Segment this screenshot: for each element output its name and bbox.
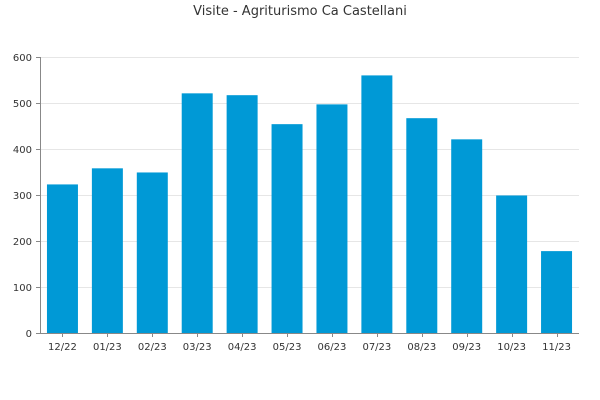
bar xyxy=(541,251,573,333)
y-tick-label: 100 xyxy=(13,283,32,294)
gridlines xyxy=(40,57,579,288)
x-tick-label: 05/23 xyxy=(273,342,302,353)
bar xyxy=(181,93,213,333)
chart-title: Visite - Agriturismo Ca Castellani xyxy=(193,4,407,19)
x-tick-label: 06/23 xyxy=(318,342,347,353)
bar xyxy=(451,139,483,333)
y-tick-label: 600 xyxy=(13,53,32,64)
bar xyxy=(46,184,78,333)
y-tick-label: 300 xyxy=(13,191,32,202)
bar xyxy=(91,168,123,333)
y-tick-label: 0 xyxy=(26,329,32,340)
x-tick-label: 09/23 xyxy=(452,342,481,353)
x-tick-label: 04/23 xyxy=(228,342,257,353)
y-tick-label: 500 xyxy=(13,99,32,110)
bar xyxy=(406,118,438,334)
x-tick-label: 02/23 xyxy=(138,342,167,353)
y-tick-label: 400 xyxy=(13,145,32,156)
axes xyxy=(36,57,579,337)
y-tick-label: 200 xyxy=(13,237,32,248)
x-tick-label: 08/23 xyxy=(407,342,436,353)
bar xyxy=(226,95,258,334)
x-tick-label: 03/23 xyxy=(183,342,212,353)
x-tick-label: 10/23 xyxy=(497,342,526,353)
x-tick-label: 07/23 xyxy=(362,342,391,353)
bars xyxy=(46,75,573,334)
x-tick-labels: 12/22 01/23 02/23 03/23 04/23 05/23 06/23 07/23… xyxy=(48,342,571,353)
x-tick-label: 01/23 xyxy=(93,342,122,353)
bar xyxy=(136,172,168,333)
bar xyxy=(316,104,348,333)
bar xyxy=(271,124,303,333)
y-tick-labels: 0 100 200 300 400 500 600 xyxy=(13,53,32,340)
bar xyxy=(361,75,393,334)
bar xyxy=(496,195,528,333)
x-tick-label: 11/23 xyxy=(542,342,571,353)
x-tick-label: 12/22 xyxy=(48,342,77,353)
